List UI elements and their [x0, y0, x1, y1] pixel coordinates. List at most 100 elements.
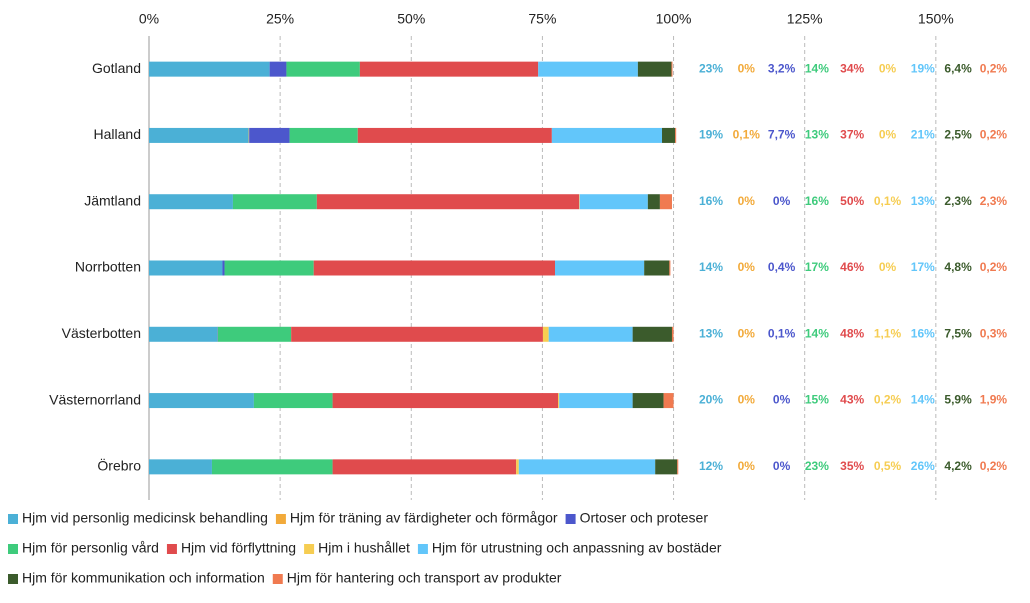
value-label: 2,5% [944, 128, 972, 142]
value-label: 0,5% [874, 459, 902, 473]
legend-swatch [275, 514, 286, 524]
value-label: 23% [805, 459, 829, 473]
legend-label: Hjm för personlig vård [22, 540, 159, 556]
category-label: Gotland [92, 60, 141, 76]
bar-segment [632, 326, 672, 342]
value-label: 26% [911, 459, 935, 473]
value-label: 0,2% [874, 393, 902, 407]
bar-segment [548, 326, 633, 342]
legend-swatch [417, 544, 428, 554]
legend-swatch [8, 574, 18, 584]
bar-segment [332, 393, 559, 409]
value-label: 13% [805, 128, 829, 142]
bar-segment [516, 459, 519, 475]
value-label: 17% [805, 260, 829, 274]
bar-segment [222, 260, 225, 276]
legend-swatch [304, 544, 315, 554]
x-tick-label: 75% [528, 11, 556, 27]
value-label: 1,9% [980, 393, 1008, 407]
category-label: Örebro [97, 457, 141, 474]
value-label: 3,2% [768, 61, 796, 75]
value-label: 0% [738, 459, 756, 473]
value-label: 0% [738, 194, 756, 208]
value-label: 0,4% [768, 260, 796, 274]
value-label: 50% [840, 194, 864, 208]
bar-segment [357, 127, 552, 143]
value-label: 35% [840, 459, 864, 473]
value-label: 20% [699, 393, 723, 407]
value-label: 14% [805, 61, 829, 75]
bar-segment [663, 393, 674, 409]
value-label: 2,3% [944, 194, 972, 208]
value-label: 19% [911, 61, 935, 75]
value-label: 14% [805, 326, 829, 340]
bar-segment [675, 127, 677, 143]
value-label: 0% [879, 61, 897, 75]
bar-segment [518, 459, 656, 475]
value-label: 0,1% [768, 326, 796, 340]
bar-segment [579, 194, 580, 210]
value-label: 34% [840, 61, 864, 75]
bar-segment [232, 194, 317, 210]
value-label: 6,4% [944, 61, 972, 75]
x-tick-label: 50% [397, 11, 425, 27]
legend-swatch [8, 544, 18, 554]
bar-segment [644, 260, 670, 276]
value-label: 23% [699, 61, 723, 75]
bar-segment [248, 127, 250, 143]
x-tick-label: 25% [266, 11, 294, 27]
value-label: 0,2% [980, 260, 1008, 274]
bar-segment [224, 260, 314, 276]
value-label: 43% [840, 393, 864, 407]
bar-segment [558, 393, 560, 409]
value-label: 1,1% [874, 326, 902, 340]
value-label: 4,2% [944, 459, 972, 473]
bar-segment [149, 260, 223, 276]
bar-segment [671, 61, 673, 77]
legend-swatch [272, 574, 283, 584]
value-label: 46% [840, 260, 864, 274]
bar-segment [149, 393, 254, 409]
value-label: 0,2% [980, 61, 1008, 75]
bar-segment [149, 127, 249, 143]
bar-segment [551, 127, 663, 143]
bar-segment [211, 459, 333, 475]
value-label: 21% [911, 128, 935, 142]
category-label: Halland [94, 126, 141, 142]
bar-segment [253, 393, 333, 409]
bar-segment [542, 326, 549, 342]
bar-segment [149, 194, 233, 210]
value-label: 4,8% [944, 260, 972, 274]
legend-label: Hjm för hantering och transport av produ… [287, 570, 562, 586]
x-tick-label: 125% [787, 11, 823, 27]
legend-label: Hjm i hushållet [318, 540, 410, 556]
bar-segment [655, 459, 678, 475]
bar-segment [149, 459, 212, 475]
bar-segment [669, 260, 671, 276]
bar-segment [149, 61, 270, 77]
value-label: 19% [699, 128, 723, 142]
value-label: 0% [879, 128, 897, 142]
value-label: 14% [699, 260, 723, 274]
legend-label: Hjm vid förflyttning [181, 540, 296, 556]
value-label: 0% [773, 459, 791, 473]
value-label: 2,3% [980, 194, 1008, 208]
x-tick-label: 0% [139, 11, 159, 27]
legend-label: Ortoser och proteser [580, 510, 709, 526]
value-label: 13% [911, 194, 935, 208]
bar-segment [316, 194, 580, 210]
legend-swatch [565, 514, 576, 524]
value-label: 0,1% [874, 194, 902, 208]
bar-segment [677, 459, 679, 475]
bar-segment [217, 326, 218, 342]
value-label: 0% [738, 393, 756, 407]
value-label: 48% [840, 326, 864, 340]
value-label: 16% [805, 194, 829, 208]
legend-label: Hjm för utrustning och anpassning av bos… [432, 540, 722, 556]
value-label: 0% [738, 260, 756, 274]
legend-swatch [8, 514, 18, 524]
legend-label: Hjm för träning av färdigheter och förmå… [290, 510, 558, 526]
value-label: 0,2% [980, 459, 1008, 473]
value-label: 0% [738, 61, 756, 75]
